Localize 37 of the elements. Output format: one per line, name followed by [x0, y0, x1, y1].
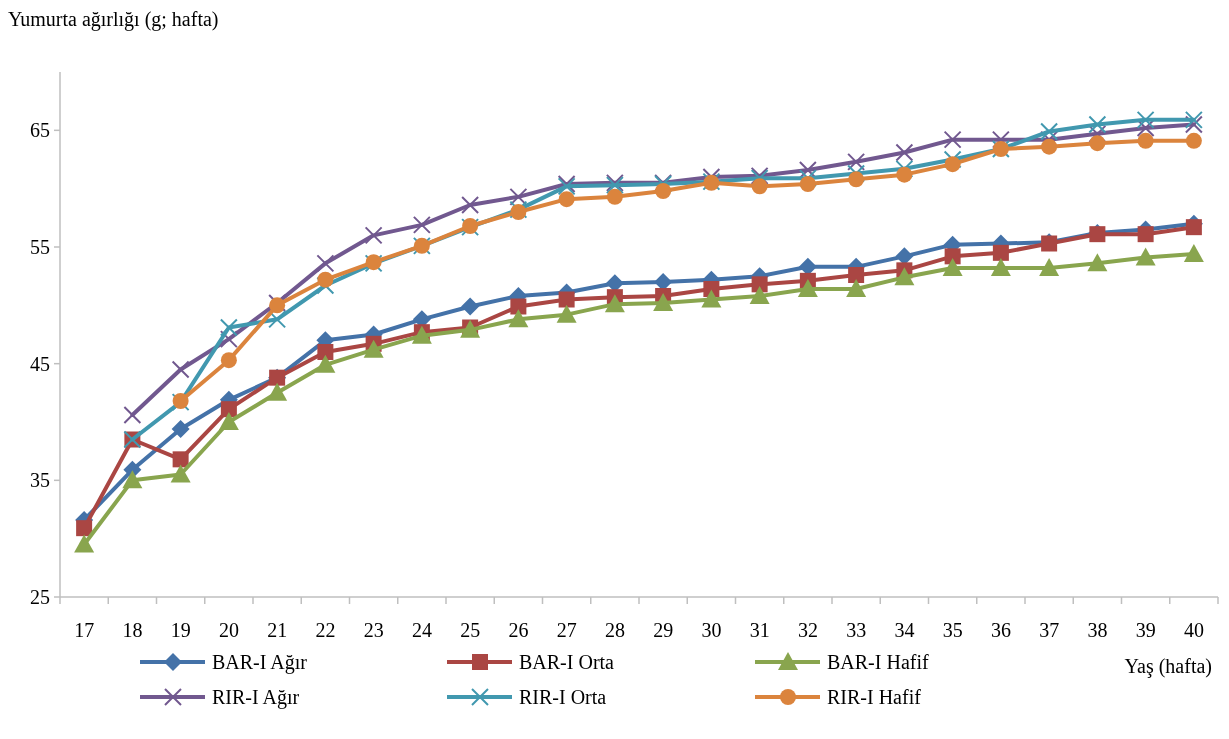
- y-tick-label: 65: [30, 119, 50, 142]
- legend-label: RIR-I Orta: [519, 686, 607, 708]
- x-tick-label: 40: [1183, 619, 1204, 641]
- x-tick-label: 37: [1039, 619, 1060, 641]
- y-axis-title: Yumurta ağırlığı (g; hafta): [8, 8, 219, 31]
- legend-label: RIR-I Ağır: [212, 686, 300, 709]
- x-tick-label: 23: [363, 619, 384, 641]
- x-tick-label: 34: [894, 619, 915, 641]
- y-tick-label: 45: [30, 352, 50, 375]
- legend-label: BAR-I Hafif: [827, 651, 929, 673]
- x-tick-label: 30: [701, 619, 722, 641]
- y-tick-label: 35: [30, 469, 50, 492]
- legend-label: BAR-I Ağır: [212, 651, 308, 674]
- x-tick-label: 19: [170, 619, 191, 641]
- x-tick-label: 18: [122, 619, 143, 641]
- legend-label: BAR-I Orta: [519, 651, 615, 673]
- x-tick-label: 35: [942, 619, 963, 641]
- y-tick-label: 55: [30, 236, 50, 258]
- x-tick-label: 32: [797, 619, 818, 641]
- x-tick-label: 36: [990, 619, 1011, 641]
- x-tick-label: 26: [508, 619, 529, 641]
- x-tick-label: 39: [1135, 619, 1156, 641]
- x-axis-title: Yaş (hafta): [1124, 655, 1212, 678]
- legend-label: RIR-I Hafif: [827, 686, 922, 708]
- x-tick-label: 24: [411, 619, 432, 641]
- x-tick-label: 22: [315, 619, 336, 641]
- x-tick-label: 21: [267, 619, 288, 641]
- x-tick-label: 31: [749, 619, 770, 641]
- x-tick-label: 27: [556, 619, 577, 641]
- x-tick-label: 29: [653, 619, 674, 641]
- x-tick-label: 33: [846, 619, 867, 641]
- x-tick-label: 20: [218, 619, 239, 641]
- x-tick-label: 28: [604, 619, 625, 641]
- x-tick-label: 17: [74, 619, 95, 641]
- x-tick-label: 25: [460, 619, 481, 641]
- y-tick-label: 25: [30, 586, 50, 608]
- x-tick-label: 38: [1087, 619, 1108, 641]
